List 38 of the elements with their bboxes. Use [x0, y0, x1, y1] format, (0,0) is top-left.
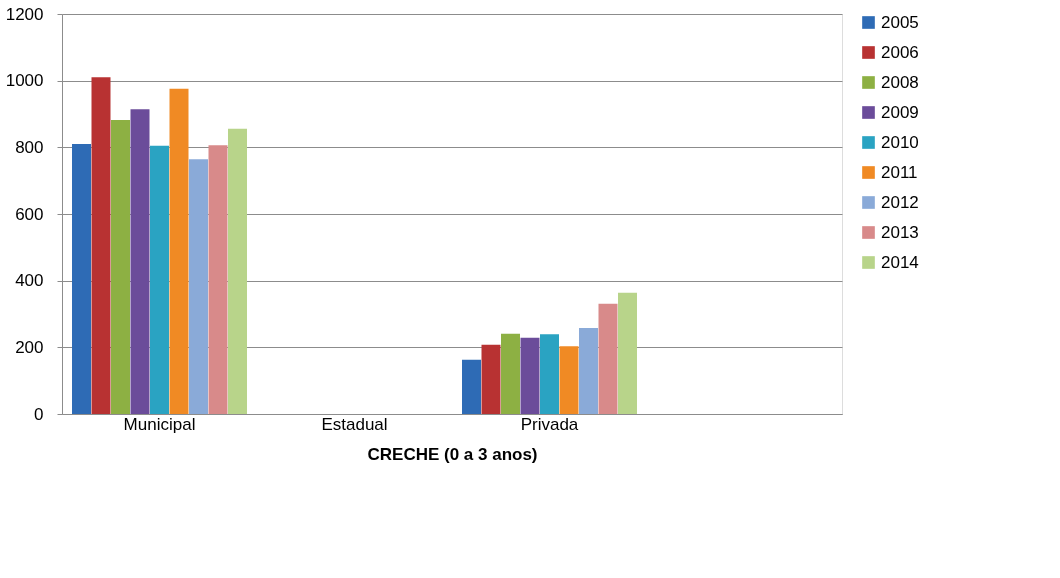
- bar: [189, 159, 208, 414]
- x-tick-label: Privada: [520, 414, 579, 434]
- bar: [150, 145, 169, 414]
- bar: [618, 292, 637, 414]
- x-tick-label: Estadual: [321, 414, 388, 434]
- bar: [130, 109, 150, 414]
- legend-label: 2013: [881, 222, 919, 242]
- legend-label: 2014: [881, 252, 919, 272]
- bar: [72, 144, 91, 414]
- bar: [91, 77, 111, 414]
- x-tick-label: Municipal: [123, 414, 196, 434]
- bar: [228, 128, 247, 414]
- legend-label: 2009: [881, 102, 919, 122]
- y-tick-label: 200: [15, 337, 44, 357]
- bar: [501, 333, 520, 414]
- x-axis-title: CRECHE (0 a 3 anos): [367, 444, 538, 464]
- bar: [540, 334, 559, 414]
- y-tick-label: 1000: [5, 71, 44, 91]
- legend-label: 2011: [881, 162, 918, 182]
- legend-label: 2008: [881, 72, 919, 92]
- bar: [579, 328, 598, 414]
- bar: [520, 337, 540, 414]
- bar: [462, 359, 481, 414]
- y-tick-label: 0: [34, 404, 44, 424]
- legend-label: 2012: [881, 192, 919, 212]
- bar: [559, 346, 579, 414]
- bar: [111, 120, 130, 414]
- y-tick-label: 800: [15, 137, 44, 157]
- legend-label: 2006: [881, 42, 919, 62]
- bar: [169, 88, 189, 414]
- bar: [208, 145, 228, 414]
- bar: [481, 344, 501, 414]
- bar: [598, 303, 618, 414]
- y-tick-label: 600: [15, 204, 44, 224]
- y-tick-label: 1200: [5, 4, 44, 24]
- legend-label: 2005: [881, 12, 919, 32]
- legend-label: 2010: [881, 132, 919, 152]
- y-tick-label: 400: [15, 271, 44, 291]
